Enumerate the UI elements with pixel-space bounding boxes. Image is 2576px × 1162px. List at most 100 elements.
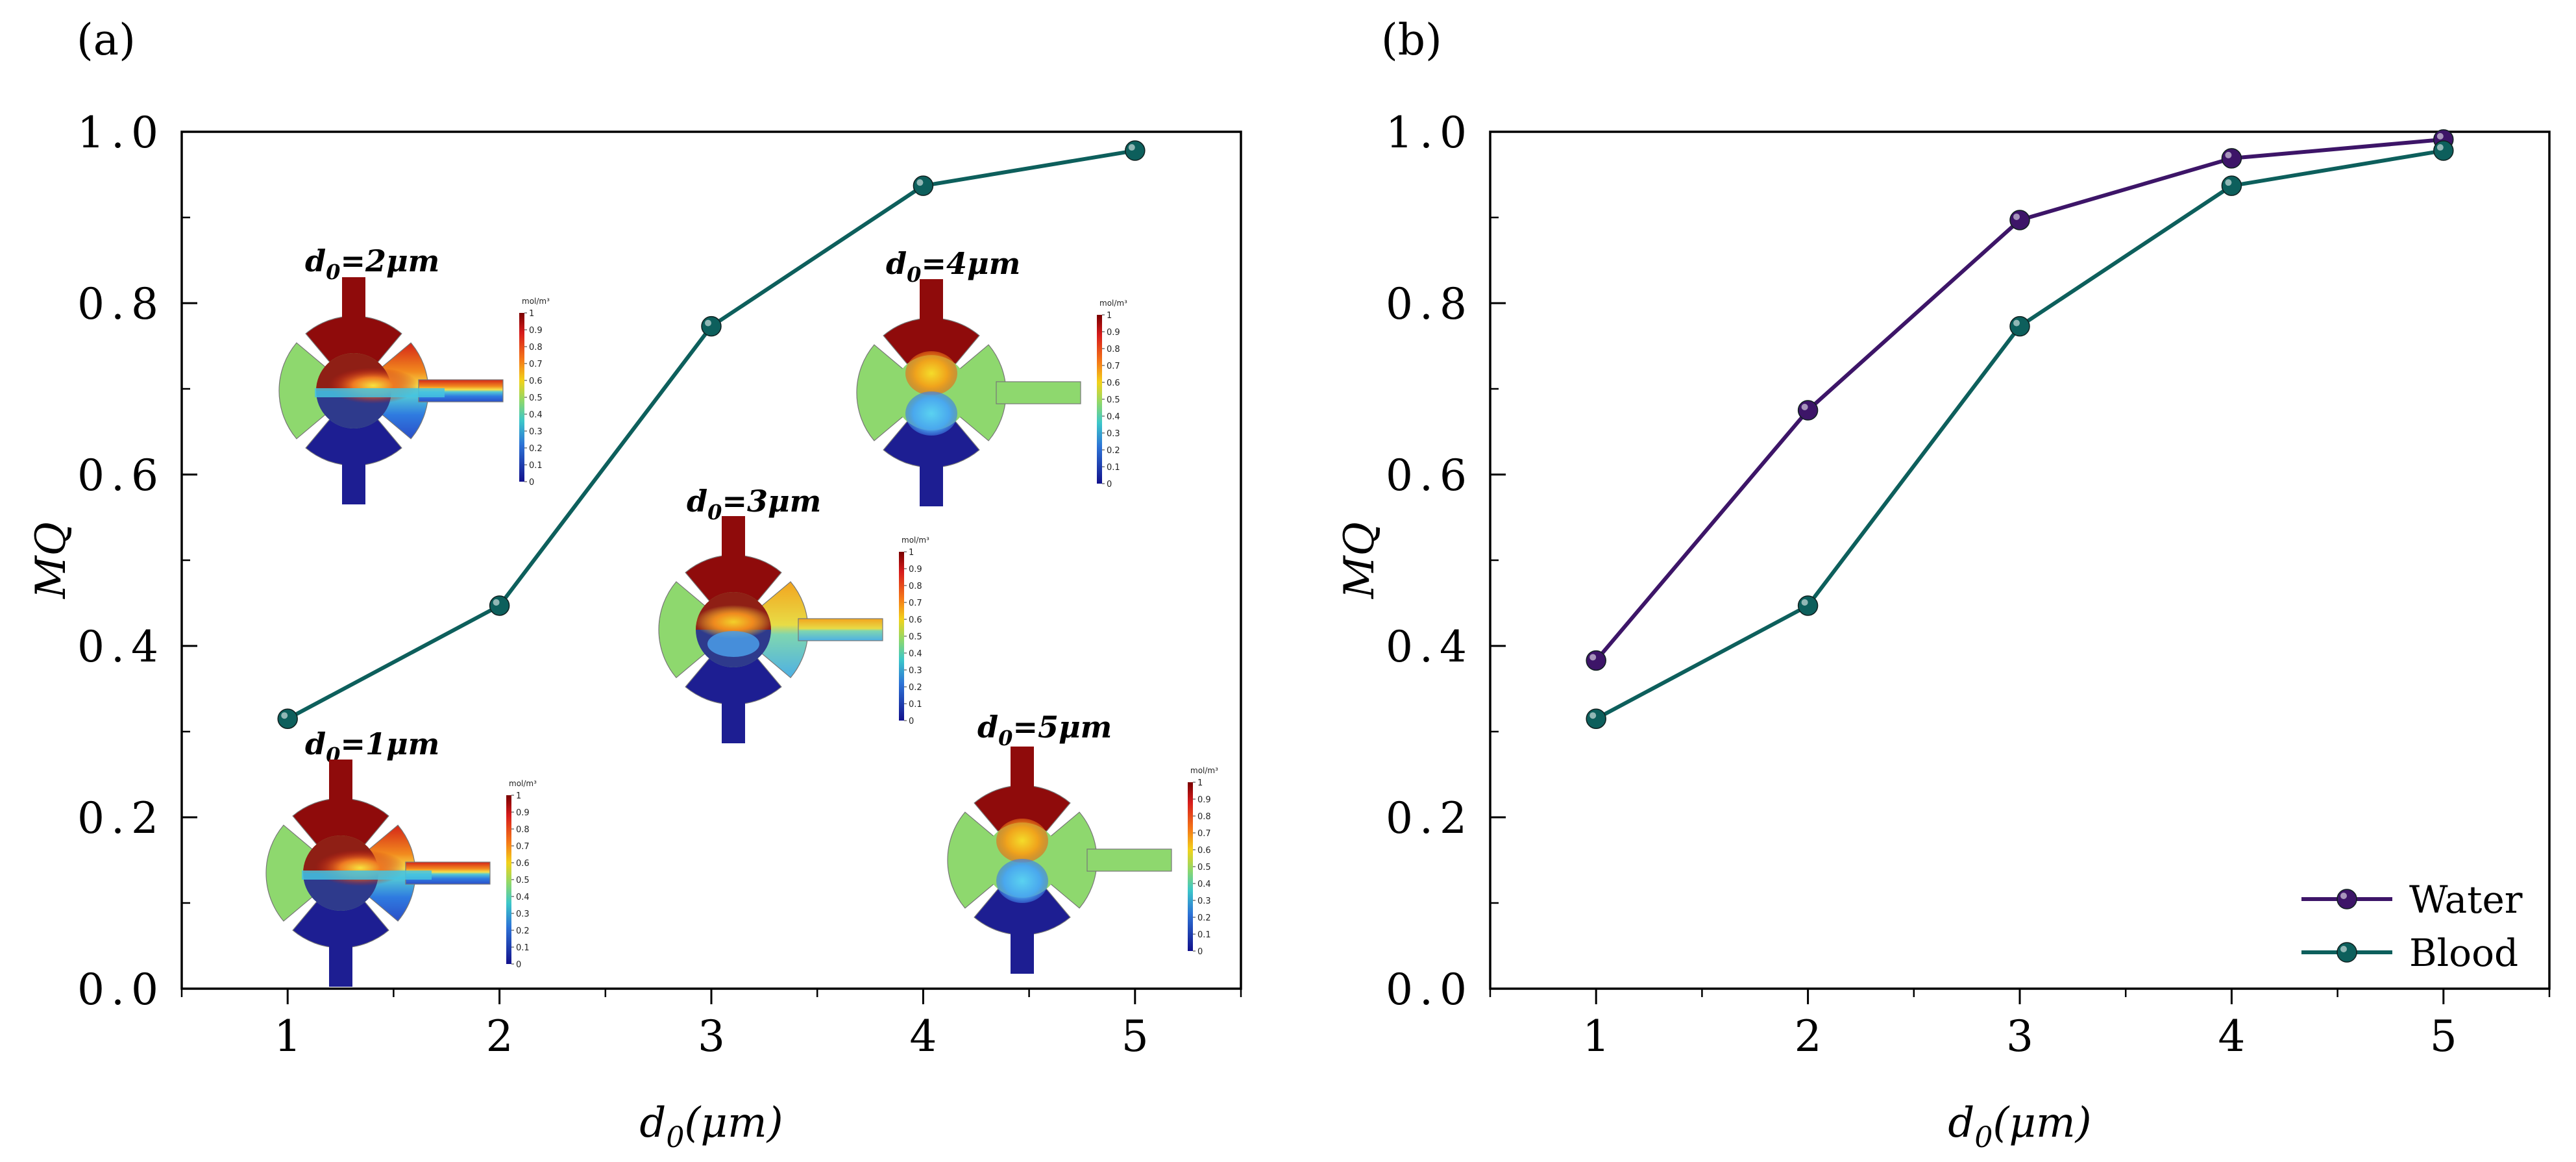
colorbar-tick-label: 0.4 — [1197, 880, 1211, 889]
x-tick-label: 5 — [1122, 1011, 1149, 1061]
data-point-blood — [2221, 175, 2242, 196]
y-axis-label: MQ — [1336, 522, 1384, 599]
colorbar-tick-label: 0 — [909, 717, 914, 726]
y-tick-label: 1.0 — [77, 108, 165, 158]
data-point-blood — [1125, 140, 1146, 161]
device-top-inlet — [1011, 747, 1034, 792]
device-top-inlet — [342, 277, 365, 323]
y-tick-label: 0.6 — [77, 451, 165, 501]
colorbar-tick-label: 1 — [909, 548, 914, 558]
colorbar-tick-label: 1 — [1107, 311, 1112, 321]
data-point-highlight — [1589, 654, 1597, 661]
colorbar-tick-label: 0.1 — [1107, 463, 1120, 473]
data-point-highlight — [1128, 144, 1135, 151]
mixing-core — [315, 850, 406, 886]
colorbar: mol/m³ 1 0.9 0.8 0.7 0.6 0.5 0.4 0.3 0.2 0.1 0 — [519, 297, 550, 488]
data-point-highlight — [2013, 213, 2020, 220]
colorbar-tick-label: 0.2 — [1197, 913, 1211, 923]
colorbar-tick-label: 0.6 — [516, 859, 530, 869]
x-tick-label: 1 — [274, 1011, 301, 1061]
colorbar-tick-label: 0 — [1107, 480, 1112, 489]
legend-label-blood: Blood — [2409, 931, 2518, 975]
colorbar-gradient — [1188, 782, 1193, 951]
colorbar-tick-label: 0.6 — [529, 377, 543, 386]
mixing-core-lower — [905, 391, 957, 436]
plot-frame — [1489, 130, 2551, 990]
colorbar: mol/m³ 1 0.9 0.8 0.7 0.6 0.5 0.4 0.3 0.2 0.1 0 — [899, 536, 929, 726]
x-tick-label: 3 — [698, 1011, 725, 1061]
colorbar-tick-label: 0.5 — [1107, 395, 1120, 405]
mixing-band — [302, 871, 432, 880]
colorbar-gradient — [899, 552, 904, 721]
device-top-inlet — [920, 279, 943, 325]
colorbar-tick-label: 1 — [516, 791, 521, 801]
colorbar-tick-label: 0 — [516, 960, 521, 970]
colorbar-tick-label: 0.4 — [529, 410, 543, 420]
inset-label: d0=1μm — [305, 726, 439, 767]
colorbar-tick-label: 0.9 — [1107, 328, 1120, 338]
legend-marker-blood — [2337, 942, 2357, 963]
colorbar-gradient — [519, 313, 524, 482]
mixing-core — [328, 367, 419, 404]
colorbar-tick-label: 0.4 — [1107, 412, 1120, 422]
y-tick-label: 0.0 — [77, 965, 165, 1015]
data-point-blood — [277, 708, 298, 729]
x-tick-label: 4 — [909, 1011, 937, 1061]
data-point-blood — [1797, 595, 1819, 616]
colorbar-tick-label: 0.7 — [1107, 362, 1120, 371]
colorbar-tick-label: 0.8 — [529, 343, 543, 352]
colorbar-tick-label: 0.9 — [529, 326, 543, 336]
colorbar-tick-label: 0.3 — [516, 909, 530, 919]
device-geometry — [856, 279, 1081, 506]
simulation-inset: d0=5μm mol/m³ 1 0.9 0.8 0.7 0.6 0.5 0.4 0.3 0.2 0.1… — [947, 710, 1218, 974]
colorbar-tick-label: 0.7 — [1197, 829, 1211, 839]
legend-marker-highlight — [2340, 893, 2347, 899]
x-tick-label: 5 — [2430, 1011, 2457, 1061]
device-top-inlet — [722, 516, 745, 562]
colorbar-tick-label: 0.4 — [516, 893, 530, 902]
colorbar-tick-label: 0.1 — [1197, 930, 1211, 940]
data-point-blood — [701, 315, 722, 337]
data-point-blood — [2433, 140, 2454, 161]
x-tick-label: 1 — [1582, 1011, 1610, 1061]
mixing-core — [905, 351, 957, 395]
colorbar-unit: mol/m³ — [522, 297, 550, 306]
device-geometry — [265, 760, 491, 987]
y-tick-label: 0.2 — [1386, 793, 1473, 843]
mixing-core-lower — [996, 859, 1048, 903]
colorbar: mol/m³ 1 0.9 0.8 0.7 0.6 0.5 0.4 0.3 0.2 0.1 0 — [1097, 299, 1127, 489]
mixing-core-lower — [707, 631, 759, 657]
colorbar-tick-label: 0.6 — [1197, 846, 1211, 856]
y-axis-label: MQ — [27, 522, 75, 599]
colorbar-gradient — [1097, 315, 1102, 484]
device-outlet — [996, 381, 1081, 404]
colorbar-unit: mol/m³ — [1099, 299, 1127, 308]
panel-label: (a) — [77, 15, 136, 65]
legend: Water Blood — [2301, 878, 2523, 975]
simulation-inset: d0=1μm mol/m³ 1 0.9 0.8 0.7 0.6 0.5 0.4 0.3 0.2 0.1… — [265, 726, 537, 987]
colorbar-tick-label: 0.1 — [516, 943, 530, 953]
data-point-water — [2009, 210, 2030, 230]
colorbar: mol/m³ 1 0.9 0.8 0.7 0.6 0.5 0.4 0.3 0.2 0.1 0 — [1188, 766, 1218, 957]
colorbar-tick-label: 0.9 — [1197, 795, 1211, 805]
colorbar-tick-label: 0.3 — [1197, 896, 1211, 906]
inset-label: d0=4μm — [886, 246, 1020, 287]
colorbar-unit: mol/m³ — [902, 536, 929, 545]
device-bottom-inlet — [1011, 928, 1034, 974]
x-axis-label: d0(μm) — [639, 1099, 783, 1154]
colorbar-gradient — [506, 795, 511, 964]
device-top-inlet — [329, 760, 352, 805]
data-point-highlight — [281, 712, 288, 719]
x-tick-label: 2 — [1795, 1011, 1822, 1061]
data-point-highlight — [2225, 179, 2232, 186]
colorbar-tick-label: 0.5 — [909, 632, 922, 642]
colorbar-tick-label: 0.6 — [1107, 378, 1120, 388]
simulation-inset: d0=2μm mol/m³ 1 0.9 0.8 0.7 0.6 0.5 0.4 0.3 0.2 0.1… — [278, 243, 550, 504]
y-tick-label: 0.8 — [77, 279, 165, 329]
device-bottom-inlet — [722, 698, 745, 743]
device-bottom-inlet — [920, 461, 943, 506]
simulation-inset: d0=4μm mol/m³ 1 0.9 0.8 0.7 0.6 0.5 0.4 0.3 0.2 0.1… — [856, 246, 1127, 506]
colorbar: mol/m³ 1 0.9 0.8 0.7 0.6 0.5 0.4 0.3 0.2 0.1 0 — [506, 779, 537, 970]
colorbar-tick-label: 0.1 — [909, 700, 922, 710]
colorbar-tick-label: 0 — [529, 478, 534, 488]
